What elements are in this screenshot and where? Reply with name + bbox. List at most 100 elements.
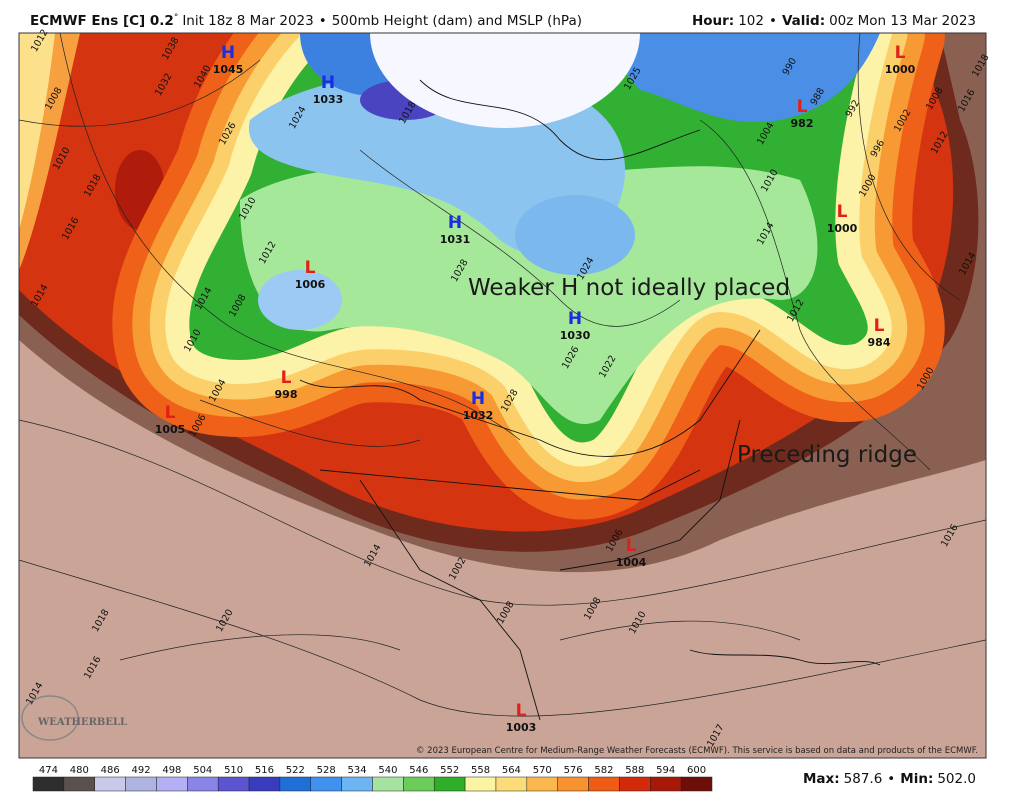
polar-cap xyxy=(370,33,640,128)
colorbar-label: 522 xyxy=(286,765,305,776)
map xyxy=(19,33,986,758)
band xyxy=(240,164,818,425)
center-letter: H xyxy=(321,73,335,93)
separator: • xyxy=(319,13,327,29)
colorbar-label: 486 xyxy=(101,765,120,776)
logo-globe xyxy=(21,695,79,741)
center-value: 1031 xyxy=(440,233,471,246)
colorbar-label: 492 xyxy=(131,765,150,776)
colorbar-swatch xyxy=(433,776,466,792)
colorbar-swatch xyxy=(526,776,558,792)
borders xyxy=(299,79,881,721)
center-value: 1030 xyxy=(560,329,591,342)
center-value: 1033 xyxy=(313,93,344,106)
center-letter: H xyxy=(568,309,582,329)
colorbar-swatch xyxy=(403,776,435,792)
colorbar-swatch xyxy=(464,776,497,792)
annotation: Preceding ridge xyxy=(737,442,917,468)
colorbar-label: 504 xyxy=(193,765,212,776)
hour-label: Hour: xyxy=(692,13,734,29)
colorbar-swatch xyxy=(63,776,95,792)
colorbar-swatch xyxy=(125,776,157,792)
map-frame xyxy=(18,32,987,759)
min: 502.0 xyxy=(937,771,976,787)
center-value: 1006 xyxy=(295,278,326,291)
header-right: Hour: 102 • Valid: 00z Mon 13 Mar 2023 xyxy=(692,13,976,29)
colorbar-label: 600 xyxy=(687,765,706,776)
center-value: 1000 xyxy=(827,222,858,235)
colorbar-label: 480 xyxy=(70,765,89,776)
center-value: 1045 xyxy=(213,63,244,76)
colorbar-label: 582 xyxy=(594,765,613,776)
colorbar-swatch xyxy=(217,776,250,792)
separator: • xyxy=(769,13,777,29)
center-letter: L xyxy=(281,368,292,388)
band xyxy=(618,33,880,123)
colorbar-swatch xyxy=(588,776,620,792)
colorbar-swatch xyxy=(495,776,528,792)
center-letter: L xyxy=(874,316,885,336)
center-value: 982 xyxy=(791,117,814,130)
colorbar-swatch xyxy=(248,776,281,792)
band xyxy=(515,195,635,275)
center-letter: L xyxy=(797,97,808,117)
center-value: 998 xyxy=(275,388,298,401)
center-letter: L xyxy=(165,403,176,423)
colorbar-swatch xyxy=(156,776,188,792)
colorbar-label: 570 xyxy=(533,765,552,776)
max-label: Max: xyxy=(803,771,840,787)
band xyxy=(19,33,55,230)
title: ECMWF Ens [C] 0.2 xyxy=(30,13,174,29)
valid-label: Valid: xyxy=(782,13,825,29)
colorbar-label: 552 xyxy=(440,765,459,776)
hour: 102 xyxy=(738,13,764,29)
colorbar-swatch xyxy=(557,776,589,792)
logo: WEATHERBELL xyxy=(37,717,127,728)
colorbar-swatch xyxy=(680,776,713,792)
center-letter: L xyxy=(837,202,848,222)
colorbar-swatch xyxy=(650,776,682,792)
center-value: 1000 xyxy=(885,63,916,76)
max: 587.6 xyxy=(844,771,883,787)
colorbar-swatch xyxy=(372,776,404,792)
colorbar-label: 546 xyxy=(409,765,428,776)
center-letter: L xyxy=(516,701,527,721)
center-letter: H xyxy=(471,389,485,409)
product: 500mb Height (dam) and MSLP (hPa) xyxy=(332,13,582,29)
center-letter: H xyxy=(221,43,235,63)
center-value: 984 xyxy=(868,336,891,349)
colorbar-label: 528 xyxy=(317,765,336,776)
colorbar-label: 516 xyxy=(255,765,274,776)
colorbar-swatch xyxy=(310,776,342,792)
center-letter: H xyxy=(448,213,462,233)
center-letter: L xyxy=(305,258,316,278)
colorbar-swatch xyxy=(341,776,373,792)
annotation: Weaker H not ideally placed xyxy=(468,275,790,301)
colorbar-swatch xyxy=(32,776,65,792)
colorbar-swatch xyxy=(187,776,219,792)
colorbar-label: 564 xyxy=(502,765,521,776)
colorbar-label: 588 xyxy=(625,765,644,776)
colorbar-label: 540 xyxy=(378,765,397,776)
colorbar-label: 474 xyxy=(39,765,58,776)
header-left: ECMWF Ens [C] 0.2° Init 18z 8 Mar 2023 • 50… xyxy=(30,13,582,29)
band xyxy=(258,270,342,330)
colorbar-label: 558 xyxy=(471,765,490,776)
center-value: 1032 xyxy=(463,409,494,422)
footer-stats: Max: 587.6 • Min: 502.0 xyxy=(803,771,976,787)
colorbar-swatch xyxy=(94,776,126,792)
init: Init 18z 8 Mar 2023 xyxy=(182,13,313,29)
colorbar: 474 480 486 492 498 504 510 516 522 528 534 540 546 5… xyxy=(32,765,713,792)
colorbar-label: 510 xyxy=(224,765,243,776)
colorbar-swatch xyxy=(619,776,651,792)
copyright: © 2023 European Centre for Medium-Range … xyxy=(416,746,978,756)
center-letter: L xyxy=(626,536,637,556)
colorbar-label: 534 xyxy=(348,765,367,776)
min-label: Min: xyxy=(900,771,933,787)
center-letter: L xyxy=(895,43,906,63)
valid: 00z Mon 13 Mar 2023 xyxy=(829,13,976,29)
colorbar-swatch xyxy=(279,776,312,792)
center-value: 1005 xyxy=(155,423,186,436)
